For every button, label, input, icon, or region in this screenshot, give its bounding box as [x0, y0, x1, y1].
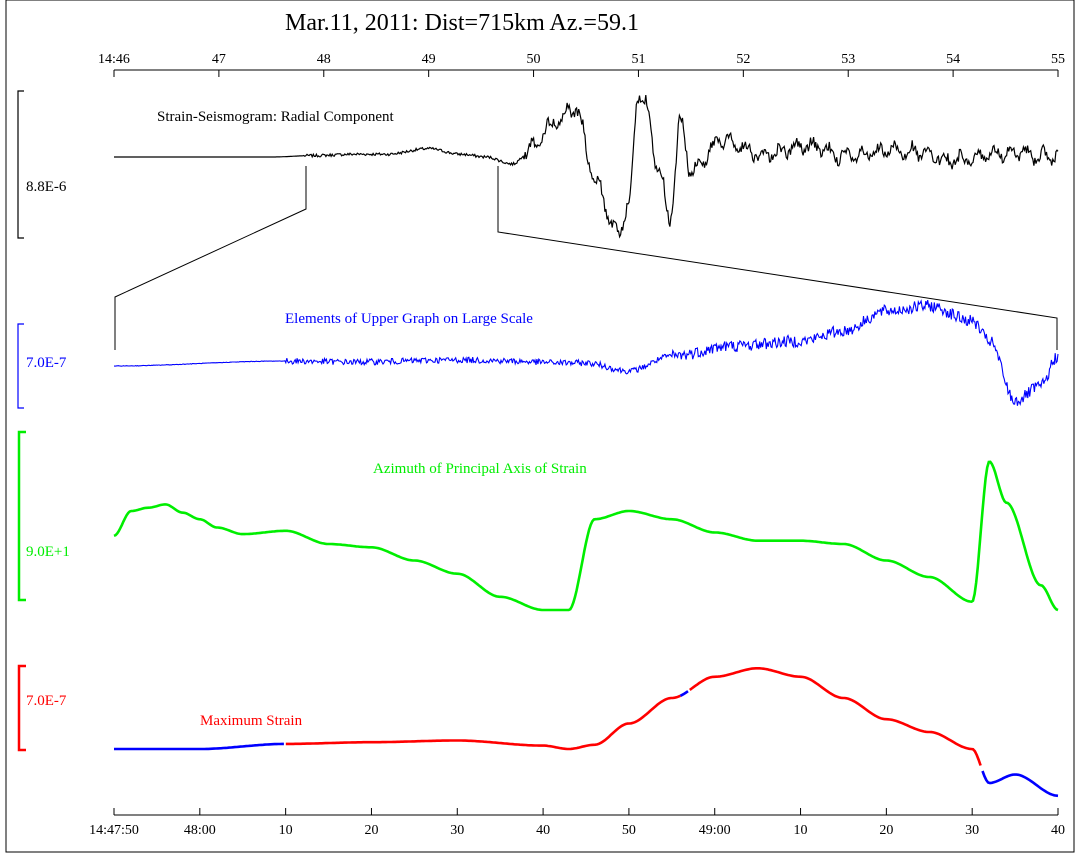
panel-4-series-segment	[981, 770, 1059, 798]
bottom-axis-tick-label: 49:00	[699, 823, 731, 838]
top-axis-tick-label: 48	[317, 52, 331, 67]
top-axis-ticks: 14:46 47 48 49 50 51 52 53 54 55	[98, 52, 1065, 77]
panel-4-series-segment	[689, 667, 982, 766]
bottom-axis-tick-label: 10	[279, 823, 293, 838]
panel-4: 7.0E-7 Maximum Strain	[17, 664, 1059, 798]
bottom-axis-tick-label: 30	[450, 823, 464, 838]
bottom-axis-tick-label: 20	[879, 823, 893, 838]
panel-4-series-segment	[114, 742, 284, 751]
top-axis-tick-label: 54	[946, 52, 960, 67]
zoom-connector-right	[497, 166, 1058, 350]
panel-4-series-segment	[285, 694, 681, 751]
panel-3-series-line	[113, 460, 1059, 612]
top-axis-tick-label: 50	[527, 52, 541, 67]
panel-3-scale-label: 9.0E+1	[26, 544, 70, 560]
top-axis-tick-label: 55	[1051, 52, 1065, 67]
bottom-axis-tick-label: 30	[965, 823, 979, 838]
panel-2: 7.0E-7 Elements of Upper Graph on Large …	[17, 299, 1059, 409]
bottom-axis-tick-label: 50	[622, 823, 636, 838]
panel-4-title: Maximum Strain	[200, 713, 303, 729]
panel-4-scale-bracket	[17, 664, 26, 752]
panel-1-scale-bracket	[17, 90, 24, 239]
top-axis-tick-label: 47	[212, 52, 226, 67]
bottom-axis-tick-label: 14:47:50	[89, 823, 139, 838]
top-axis-tick-label: 51	[631, 52, 645, 67]
frame	[5, 0, 1075, 853]
panel-1-scale-label: 8.8E-6	[26, 179, 67, 195]
panel-1-title: Strain-Seismogram: Radial Component	[157, 109, 394, 125]
bottom-axis-tick-label: 10	[794, 823, 808, 838]
top-axis-tick-label: 53	[841, 52, 855, 67]
panel-2-scale-label: 7.0E-7	[26, 355, 67, 371]
panel-2-scale-bracket	[17, 323, 24, 409]
zoom-connector-left	[114, 166, 307, 350]
panel-2-series-line	[114, 299, 1059, 406]
panel-3: 9.0E+1 Azimuth of Principal Axis of Stra…	[17, 430, 1059, 612]
panel-1: 8.8E-6 Strain-Seismogram: Radial Compone…	[17, 90, 1059, 350]
panel-3-scale-bracket	[17, 430, 26, 602]
bottom-axis-ticks: 14:47:50 48:00 10 20 30 40 50 49:00 10 20 30 40	[89, 808, 1065, 838]
panel-2-title: Elements of Upper Graph on Large Scale	[285, 311, 533, 327]
bottom-axis-tick-label: 48:00	[184, 823, 216, 838]
panel-1-series-line	[114, 95, 1059, 239]
top-axis-tick-label: 14:46	[98, 52, 130, 67]
panel-4-series-segment	[679, 690, 689, 697]
bottom-axis-tick-label: 40	[536, 823, 550, 838]
chart-title: Mar.11, 2011: Dist=715km Az.=59.1	[285, 10, 639, 36]
top-axis-tick-label: 52	[736, 52, 750, 67]
panel-4-series	[114, 667, 1059, 798]
bottom-axis-tick-label: 20	[364, 823, 378, 838]
bottom-axis-tick-label: 40	[1051, 823, 1065, 838]
top-axis-tick-label: 49	[422, 52, 436, 67]
panel-4-scale-label: 7.0E-7	[26, 693, 67, 709]
panel-3-title: Azimuth of Principal Axis of Strain	[373, 461, 587, 477]
